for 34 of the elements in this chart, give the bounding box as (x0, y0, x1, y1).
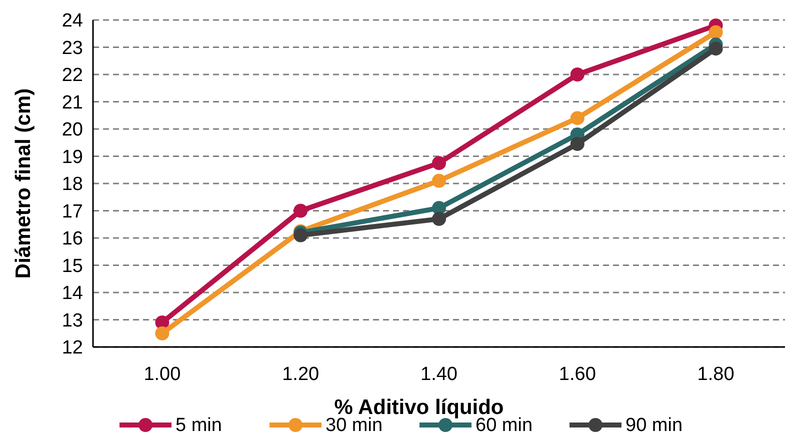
x-tick-label: 1.20 (282, 364, 320, 385)
legend-label: 5 min (176, 415, 222, 436)
point (708, 25, 723, 40)
point (155, 326, 170, 340)
point (294, 204, 308, 218)
point (294, 228, 308, 242)
y-tick-label: 13 (62, 310, 83, 332)
point (432, 212, 446, 226)
point (570, 68, 584, 82)
y-tick-label: 15 (62, 256, 83, 277)
y-tick-label: 14 (62, 283, 84, 304)
y-tick-label: 22 (62, 65, 83, 86)
point (432, 156, 446, 170)
point (708, 42, 723, 56)
x-tick-label: 1.80 (697, 364, 734, 385)
y-tick-label: 17 (62, 201, 83, 222)
y-axis-title: Diámetro final (cm) (12, 88, 35, 279)
y-tick-label: 16 (62, 228, 83, 250)
legend-label: 30 min (326, 415, 383, 436)
x-tick-label: 1.60 (558, 364, 596, 385)
y-tick-label: 18 (62, 174, 83, 196)
y-tick-label: 23 (62, 38, 83, 59)
point (570, 136, 584, 151)
y-tick-label: 19 (62, 146, 83, 168)
point (432, 174, 446, 188)
x-tick-label: 1.00 (144, 364, 181, 385)
legend-label: 60 min (476, 415, 533, 436)
point (570, 111, 584, 126)
x-tick-label: 1.40 (420, 364, 458, 385)
y-tick-label: 21 (62, 92, 83, 114)
y-tick-label: 12 (62, 338, 83, 359)
y-tick-label: 24 (62, 10, 84, 32)
legend-label: 90 min (626, 415, 683, 436)
y-tick-label: 20 (62, 120, 83, 141)
